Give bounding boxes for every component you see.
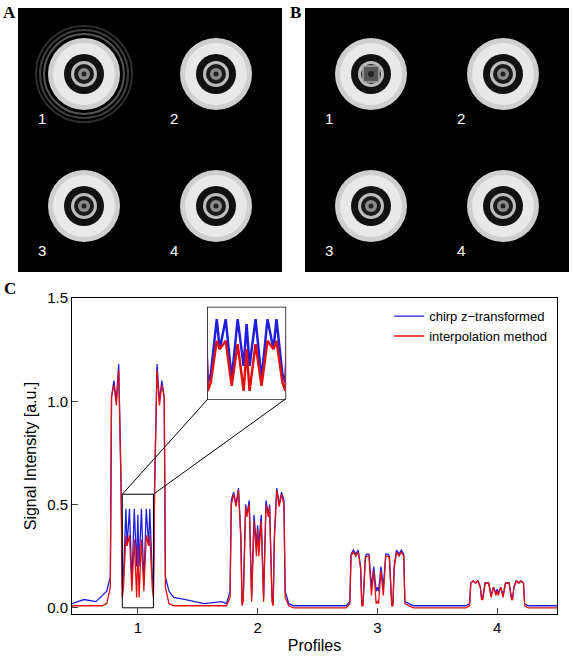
svg-text:3: 3	[38, 242, 46, 259]
svg-text:1: 1	[134, 619, 142, 636]
svg-text:1.5: 1.5	[47, 289, 68, 306]
svg-text:0.5: 0.5	[47, 496, 68, 513]
svg-text:1.0: 1.0	[47, 393, 68, 410]
svg-text:Profiles: Profiles	[288, 637, 341, 654]
svg-text:B: B	[290, 3, 301, 22]
html-text:C: C	[4, 279, 17, 298]
svg-text:2: 2	[170, 110, 178, 127]
svg-text:4: 4	[493, 619, 501, 636]
svg-text:1: 1	[38, 110, 46, 127]
svg-text:0.0: 0.0	[47, 599, 68, 616]
svg-text:1: 1	[325, 110, 333, 127]
svg-text:chirp z−transformed: chirp z−transformed	[429, 309, 544, 324]
svg-text:3: 3	[325, 242, 333, 259]
svg-text:3: 3	[373, 619, 381, 636]
svg-text:Signal Intensity [a.u.]: Signal Intensity [a.u.]	[22, 382, 39, 531]
svg-text:4: 4	[457, 242, 465, 259]
svg-text:2: 2	[253, 619, 261, 636]
svg-text:4: 4	[170, 242, 178, 259]
svg-text:2: 2	[457, 110, 465, 127]
svg-text:A: A	[3, 3, 16, 22]
svg-text:interpolation method: interpolation method	[429, 329, 547, 344]
